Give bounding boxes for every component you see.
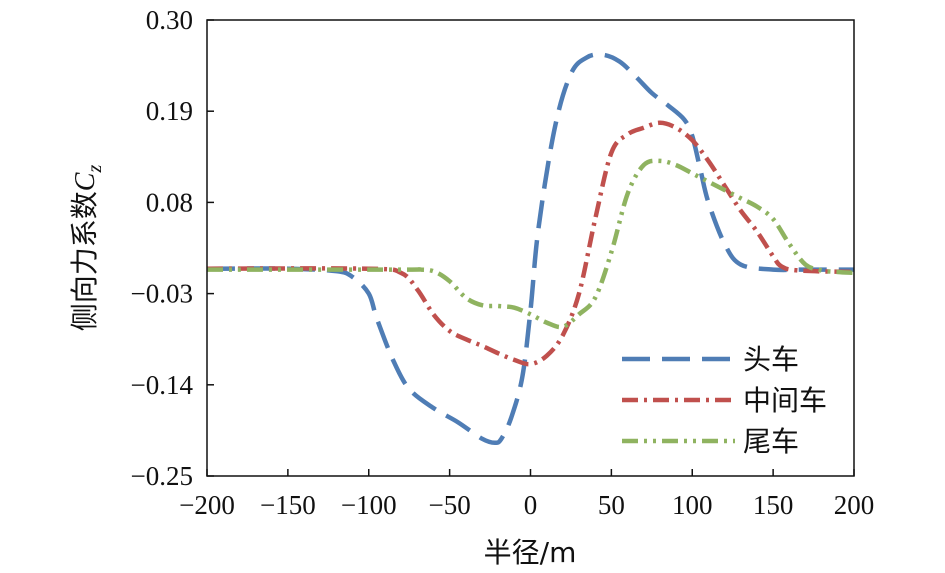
y-tick-labels: 0.30 0.19 0.08 −0.03 −0.14 −0.25: [131, 5, 194, 491]
series-line: [207, 158, 855, 330]
x-tick-label: 50: [598, 490, 625, 520]
y-axis-title-main: 侧向力系数: [68, 191, 101, 331]
x-tick-label: −200: [179, 490, 235, 520]
series-line: [206, 52, 854, 446]
y-tick-label: 0.08: [146, 187, 193, 217]
y-tick-label: −0.03: [131, 279, 193, 309]
svg-text:侧向力系数Cz: 侧向力系数Cz: [68, 165, 106, 332]
x-axis-title: 半径/m: [484, 536, 577, 569]
x-tick-label: 100: [672, 490, 713, 520]
y-tick-label: 0.30: [146, 5, 193, 35]
x-tick-label: 200: [834, 490, 875, 520]
y-axis-title-symbol: C: [70, 172, 101, 191]
x-tick-label: 0: [524, 490, 538, 520]
legend-label: 尾车: [743, 425, 799, 458]
y-tick-label: −0.14: [131, 370, 194, 400]
series-line: [206, 120, 855, 367]
x-tick-labels: −200 −150 −100 −50 0 50 100 150 200: [179, 490, 874, 520]
x-tick-label: −50: [429, 490, 471, 520]
tick-marks: [206, 19, 855, 477]
x-tick-label: −150: [260, 490, 316, 520]
x-tick-label: 150: [753, 490, 794, 520]
series-layer: [206, 52, 855, 446]
y-axis-title-subscript: z: [84, 165, 106, 174]
y-tick-label: 0.19: [146, 96, 193, 126]
x-tick-label: −100: [341, 490, 397, 520]
y-axis-title: 侧向力系数Cz: [68, 165, 106, 332]
legend-label: 中间车: [743, 384, 827, 417]
legend-label: 头车: [743, 343, 799, 376]
y-tick-label: −0.25: [131, 461, 193, 491]
